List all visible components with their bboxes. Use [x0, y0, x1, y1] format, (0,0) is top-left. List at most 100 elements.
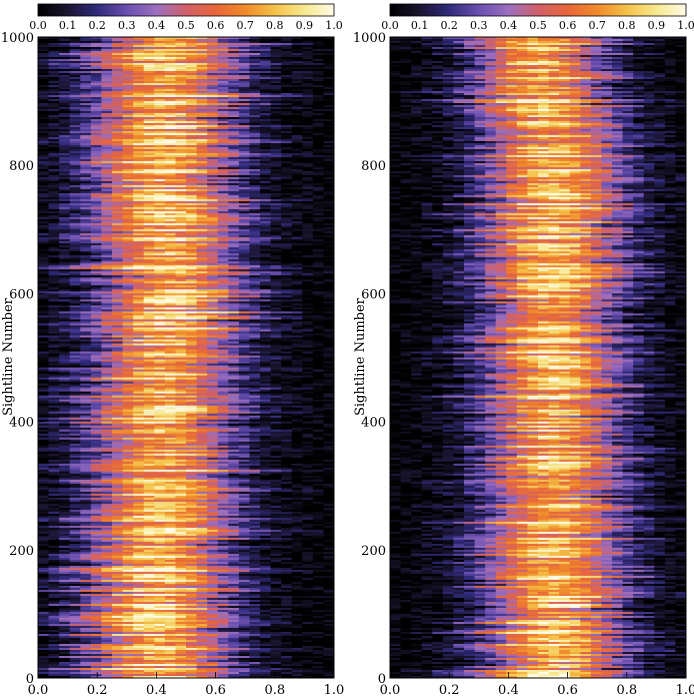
heatmap-row [390, 53, 686, 56]
heatmap-row [38, 363, 334, 366]
heatmap-row [38, 93, 334, 96]
heatmap-row [38, 475, 334, 478]
heatmap-row [38, 295, 334, 298]
heatmap-row [390, 543, 686, 547]
heatmap-row [38, 443, 334, 446]
heatmap-row [390, 343, 686, 346]
heatmap-row [390, 513, 686, 517]
heatmap-row [390, 249, 686, 252]
heatmap-row [38, 581, 334, 585]
heatmap-row [38, 211, 334, 214]
heatmap-row [38, 343, 334, 346]
heatmap-row [390, 193, 686, 196]
heatmap-row [390, 285, 686, 288]
colorbar-tick-label: 0.9 [296, 19, 314, 32]
heatmap-row [390, 547, 686, 551]
heatmap-row [390, 555, 686, 559]
colorbar-tick-label: 0.8 [266, 19, 284, 32]
heatmap-row [390, 179, 686, 182]
y-tick-label: 400 [9, 416, 34, 431]
heatmap-row [390, 81, 686, 84]
x-tick-label: 0.8 [616, 683, 637, 698]
y-tick-label: 600 [361, 287, 386, 302]
heatmap-row [38, 495, 334, 499]
heatmap-row [390, 273, 686, 276]
heatmap-row [390, 617, 686, 621]
heatmap-row [390, 103, 686, 106]
heatmap-row [38, 233, 334, 236]
heatmap-row [390, 195, 686, 198]
heatmap-row [390, 349, 686, 352]
x-tick-label: 0.2 [87, 683, 108, 698]
heatmap-row [38, 517, 334, 521]
colorbar-tick-label: 0.5 [177, 19, 195, 32]
heatmap-row [38, 595, 334, 599]
heatmap-row [390, 637, 686, 641]
heatmap-row [390, 383, 686, 386]
heatmap-row [390, 87, 686, 90]
heatmap-row [390, 545, 686, 549]
heatmap-row [38, 577, 334, 581]
heatmap-row [390, 67, 686, 70]
heatmap-row [38, 481, 334, 484]
heatmap-row [38, 345, 334, 348]
heatmap-row [38, 141, 334, 144]
heatmap-row [38, 487, 334, 490]
heatmap-row [38, 567, 334, 571]
heatmap-row [38, 131, 334, 134]
colorbar-tick-label: 0.1 [59, 19, 77, 32]
heatmap-row [38, 89, 334, 92]
heatmap-row [390, 213, 686, 216]
heatmap-row [38, 435, 334, 438]
heatmap-row [390, 649, 686, 653]
heatmap-row [390, 341, 686, 344]
heatmap-row [390, 665, 686, 669]
heatmap-row [38, 69, 334, 72]
heatmap-row [38, 49, 334, 52]
heatmap-row [390, 251, 686, 254]
x-tick-label: 0.0 [380, 683, 401, 698]
heatmap-row [38, 297, 334, 300]
heatmap-row [390, 539, 686, 543]
heatmap-row [390, 117, 686, 120]
heatmap-row [390, 373, 686, 376]
heatmap-row [38, 165, 334, 168]
heatmap-row [390, 455, 686, 458]
heatmap-row [38, 655, 334, 659]
heatmap-row [38, 261, 334, 264]
heatmap-row [390, 327, 686, 330]
heatmap-row [390, 227, 686, 230]
x-tick-label: 0.2 [439, 683, 460, 698]
heatmap-row [390, 335, 686, 338]
heatmap-row [390, 235, 686, 238]
heatmap-row [390, 257, 686, 260]
heatmap-row [390, 177, 686, 180]
heatmap-row [390, 553, 686, 557]
heatmap-row [38, 609, 334, 613]
heatmap-row [38, 311, 334, 314]
y-tick-label: 600 [9, 287, 34, 302]
heatmap-row [38, 591, 334, 595]
heatmap-row [38, 87, 334, 90]
heatmap-row [38, 389, 334, 392]
heatmap-row [38, 615, 334, 619]
heatmap-row [38, 325, 334, 328]
left-panel: 0.0 0.1 0.2 0.3 0.4 0.5 0.6 0.7 0.8 0.9 1.0 0.0 0.2… [1, 3, 344, 698]
heatmap-row [38, 99, 334, 102]
heatmap-row [38, 541, 334, 545]
heatmap-row [38, 153, 334, 156]
heatmap-row [38, 245, 334, 248]
heatmap-row [38, 127, 334, 130]
heatmap-row [38, 423, 334, 426]
heatmap-row [38, 285, 334, 288]
heatmap-row [38, 237, 334, 240]
heatmap-row [38, 57, 334, 60]
heatmap-row [390, 549, 686, 553]
heatmap-row [390, 63, 686, 66]
heatmap-row [38, 91, 334, 94]
heatmap-row [390, 115, 686, 118]
heatmap-row [390, 135, 686, 138]
heatmap-row [390, 271, 686, 274]
heatmap-row [38, 53, 334, 56]
